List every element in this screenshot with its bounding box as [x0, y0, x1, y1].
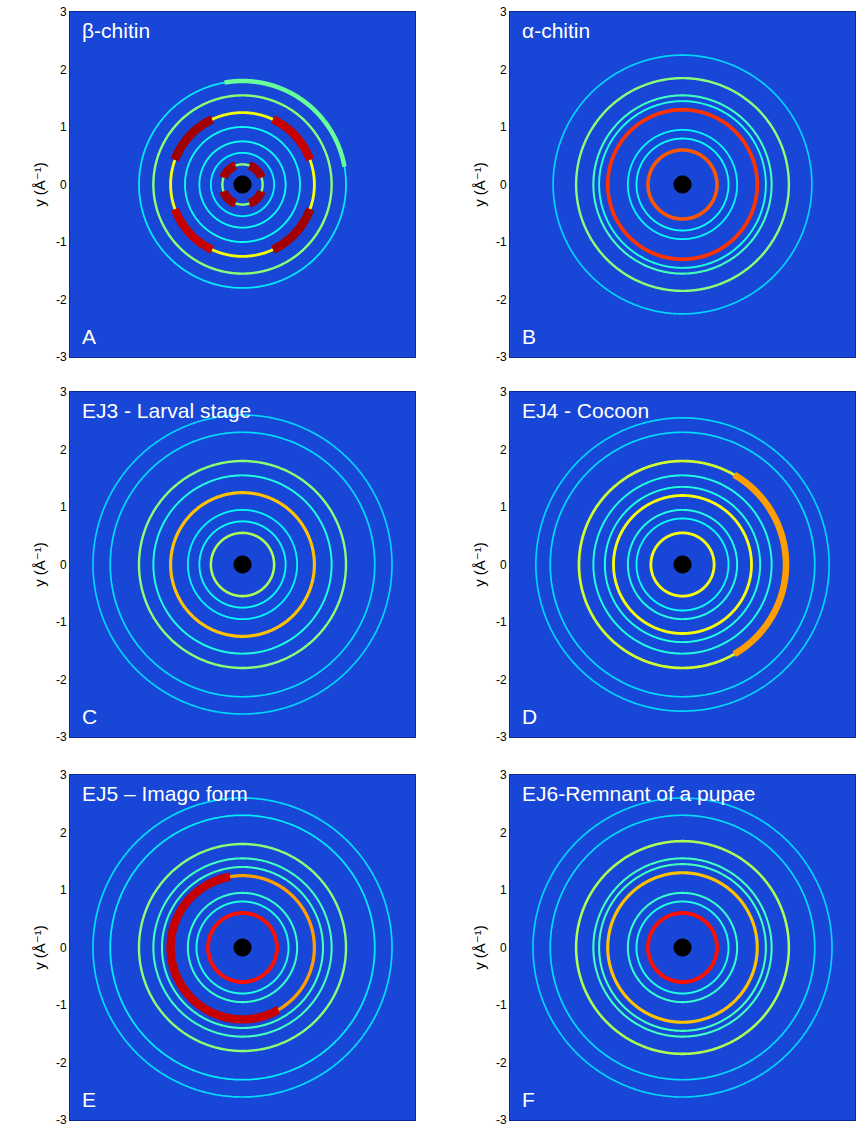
svg-text:F: F: [522, 1088, 535, 1111]
svg-text:2: 2: [500, 826, 507, 840]
svg-text:-2: -2: [496, 673, 507, 687]
svg-text:y (Å⁻¹): y (Å⁻¹): [471, 542, 488, 587]
svg-text:0: 0: [500, 558, 507, 572]
svg-text:1: 1: [60, 120, 67, 134]
svg-text:2: 2: [60, 443, 67, 457]
svg-text:-3: -3: [496, 350, 507, 364]
svg-text:3: 3: [500, 768, 507, 782]
svg-text:EJ3 - Larval stage: EJ3 - Larval stage: [82, 399, 251, 422]
svg-text:B: B: [522, 325, 536, 348]
svg-text:1: 1: [500, 120, 507, 134]
svg-text:D: D: [522, 705, 537, 728]
svg-text:3: 3: [60, 5, 67, 19]
svg-text:-1: -1: [56, 235, 67, 249]
svg-text:0: 0: [60, 178, 67, 192]
svg-text:EJ4 - Cocoon: EJ4 - Cocoon: [522, 399, 649, 422]
svg-text:3: 3: [500, 385, 507, 399]
svg-text:2: 2: [60, 826, 67, 840]
svg-text:1: 1: [60, 500, 67, 514]
svg-text:3: 3: [60, 385, 67, 399]
svg-text:-2: -2: [496, 1056, 507, 1070]
svg-text:0: 0: [60, 558, 67, 572]
svg-text:C: C: [82, 705, 97, 728]
svg-text:α-chitin: α-chitin: [522, 19, 590, 42]
svg-text:β-chitin: β-chitin: [82, 19, 150, 42]
svg-text:-1: -1: [496, 235, 507, 249]
svg-text:y (Å⁻¹): y (Å⁻¹): [31, 162, 48, 207]
svg-text:y (Å⁻¹): y (Å⁻¹): [471, 925, 488, 970]
svg-text:-3: -3: [56, 730, 67, 744]
svg-text:y (Å⁻¹): y (Å⁻¹): [31, 925, 48, 970]
svg-text:2: 2: [500, 443, 507, 457]
svg-text:-2: -2: [56, 1056, 67, 1070]
svg-text:-3: -3: [56, 350, 67, 364]
svg-text:-3: -3: [56, 1113, 67, 1127]
svg-text:2: 2: [60, 63, 67, 77]
svg-text:y (Å⁻¹): y (Å⁻¹): [31, 542, 48, 587]
svg-text:3: 3: [60, 768, 67, 782]
svg-text:-1: -1: [496, 615, 507, 629]
svg-text:A: A: [82, 325, 96, 348]
svg-text:-1: -1: [56, 615, 67, 629]
svg-text:-3: -3: [496, 1113, 507, 1127]
svg-text:3: 3: [500, 5, 507, 19]
svg-text:-1: -1: [56, 998, 67, 1012]
svg-text:0: 0: [500, 178, 507, 192]
svg-text:-2: -2: [56, 673, 67, 687]
svg-text:0: 0: [60, 941, 67, 955]
svg-text:E: E: [82, 1088, 96, 1111]
svg-text:-2: -2: [496, 293, 507, 307]
svg-text:EJ5 – Imago form: EJ5 – Imago form: [82, 782, 248, 805]
svg-text:0: 0: [500, 941, 507, 955]
svg-text:1: 1: [500, 883, 507, 897]
svg-text:1: 1: [500, 500, 507, 514]
svg-text:-3: -3: [496, 730, 507, 744]
svg-text:y (Å⁻¹): y (Å⁻¹): [471, 162, 488, 207]
svg-text:2: 2: [500, 63, 507, 77]
svg-text:-2: -2: [56, 293, 67, 307]
svg-text:1: 1: [60, 883, 67, 897]
svg-text:EJ6-Remnant of a pupae: EJ6-Remnant of a pupae: [522, 782, 755, 805]
svg-text:-1: -1: [496, 998, 507, 1012]
